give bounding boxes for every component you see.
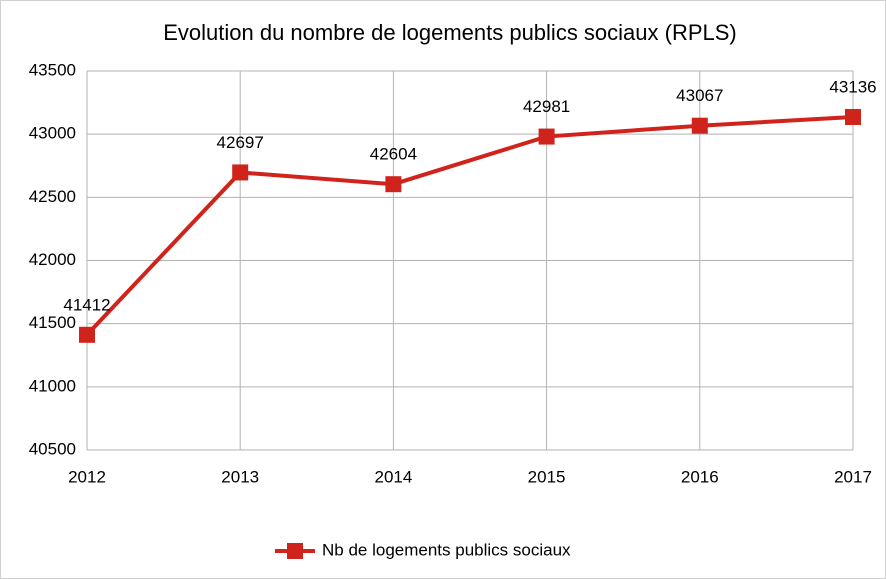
- y-tick-label: 43500: [29, 60, 76, 79]
- y-tick-label: 40500: [29, 439, 76, 458]
- data-label: 43067: [676, 86, 723, 105]
- series-line: [85, 114, 854, 337]
- legend-label: Nb de logements publics sociaux: [322, 540, 571, 559]
- x-tick-label: 2012: [68, 467, 106, 486]
- y-tick-label: 41000: [29, 376, 76, 395]
- x-tick-label: 2016: [681, 467, 719, 486]
- data-label: 42981: [523, 97, 570, 116]
- marker: [385, 176, 402, 193]
- x-tick-label: 2017: [834, 467, 872, 486]
- data-label: 43136: [829, 77, 876, 96]
- marker: [691, 117, 708, 134]
- data-label: 42697: [217, 133, 264, 152]
- y-tick-label: 43000: [29, 124, 76, 143]
- legend-marker: [287, 543, 303, 559]
- chart-title: Evolution du nombre de logements publics…: [163, 20, 737, 45]
- marker: [845, 108, 861, 125]
- marker: [538, 128, 555, 145]
- y-tick-label: 41500: [29, 313, 76, 332]
- y-tick-label: 42000: [29, 250, 76, 269]
- marker: [79, 326, 95, 343]
- data-label: 42604: [370, 145, 417, 164]
- marker: [232, 164, 249, 181]
- x-tick-label: 2014: [374, 467, 412, 486]
- x-tick-label: 2013: [221, 467, 259, 486]
- data-label: 41412: [63, 295, 110, 314]
- y-tick-label: 42500: [29, 187, 76, 206]
- x-tick-label: 2015: [528, 467, 566, 486]
